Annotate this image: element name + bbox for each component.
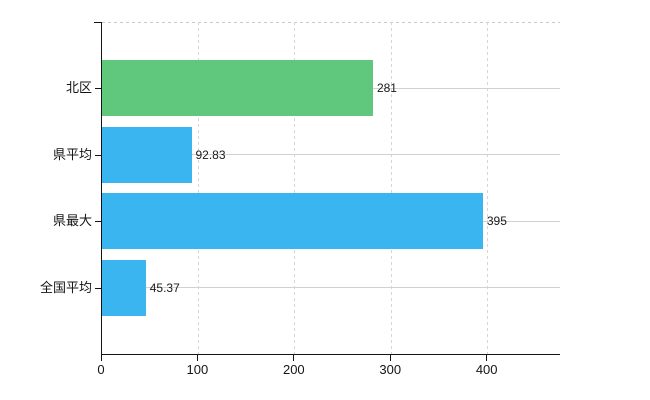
bar-value-label: 92.83 <box>195 147 226 162</box>
gridline-vertical <box>294 22 296 354</box>
x-axis-tick <box>196 355 198 361</box>
gridline-vertical <box>390 22 392 354</box>
category-label: 北区 <box>65 80 92 96</box>
bar-全国平均 <box>102 259 146 316</box>
plot-top-border <box>102 22 560 23</box>
y-axis-tick <box>95 221 101 223</box>
x-axis-tick <box>100 355 102 361</box>
plot-area: 281 92.83 395 45.37 <box>101 22 560 355</box>
gridline-horizontal <box>102 154 560 156</box>
bar-県平均 <box>102 126 192 183</box>
x-tick-label: 400 <box>475 362 498 377</box>
category-label: 全国平均 <box>39 279 92 295</box>
y-axis-tick <box>95 154 101 156</box>
category-label: 県平均 <box>52 146 92 162</box>
gridline-vertical <box>487 22 489 354</box>
x-axis-tick <box>486 355 488 361</box>
category-label: 県最大 <box>52 213 92 229</box>
y-axis-top-tick <box>94 22 101 23</box>
x-tick-label: 0 <box>97 362 105 377</box>
bar-value-label: 45.37 <box>149 280 180 295</box>
y-axis-tick <box>95 88 101 90</box>
gridline-horizontal <box>102 287 560 289</box>
bar-value-label: 281 <box>376 81 397 96</box>
x-tick-label: 300 <box>379 362 402 377</box>
y-axis-tick <box>95 287 101 289</box>
x-tick-label: 200 <box>282 362 305 377</box>
bar-県最大 <box>102 193 483 250</box>
x-tick-label: 100 <box>186 362 209 377</box>
bar-北区 <box>102 60 373 117</box>
bar-value-label: 395 <box>486 214 507 229</box>
x-axis-tick <box>293 355 295 361</box>
x-axis-tick <box>389 355 391 361</box>
gridline-vertical <box>197 22 199 354</box>
